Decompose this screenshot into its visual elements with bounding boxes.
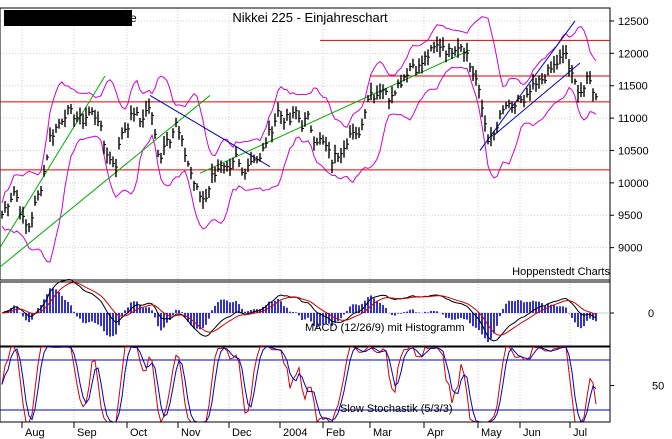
price-tick-label: 12500 xyxy=(618,16,649,28)
credit-label: Hoppenstedt Charts xyxy=(512,266,610,278)
month-label: Feb xyxy=(326,427,345,439)
stochastic-tick-label: 50 xyxy=(652,381,664,393)
month-label: May xyxy=(481,427,502,439)
month-label: Nov xyxy=(181,427,201,439)
price-frame xyxy=(0,7,611,281)
price-tick-label: 9500 xyxy=(618,210,642,222)
macd-tick-label: 0 xyxy=(648,308,654,320)
blue-trend-line xyxy=(149,94,271,168)
axis-labels: 9000 9500 10000 10500 11000 11500 12000 12500 0 5… xyxy=(0,16,664,439)
macd-signal-line xyxy=(1,282,597,336)
stochastic-d-line xyxy=(1,346,597,423)
grid-lines xyxy=(0,8,610,422)
price-tick-label: 12000 xyxy=(618,48,649,60)
trend-overlays xyxy=(0,16,610,268)
bollinger-upper-band xyxy=(1,16,597,204)
macd-line xyxy=(1,278,597,342)
month-label: Mar xyxy=(373,427,392,439)
month-label: 2004 xyxy=(283,427,307,439)
price-tick-label: 11000 xyxy=(618,113,648,125)
month-label: Apr xyxy=(427,427,444,439)
blue-trend-line xyxy=(494,62,581,135)
blue-trend-line xyxy=(479,20,576,151)
green-trend-line xyxy=(0,75,106,248)
month-label: Aug xyxy=(25,427,45,439)
green-trend-line xyxy=(0,95,211,268)
price-tick-label: 9000 xyxy=(618,243,642,255)
month-label: Jun xyxy=(523,427,541,439)
macd-panel xyxy=(0,278,610,343)
month-label: Jul xyxy=(573,427,587,439)
bollinger-lower-band xyxy=(1,66,597,263)
green-trend-line xyxy=(199,49,471,174)
stochastic-label: Slow Stochastik (5/3/3) xyxy=(340,403,453,415)
chart-title: Nikkei 225 - Einjahreschart xyxy=(232,10,388,25)
price-tick-label: 11500 xyxy=(618,81,648,93)
price-tick-label: 10500 xyxy=(618,145,649,157)
watermark-box xyxy=(4,10,132,26)
macd-label: MACD (12/26/9) mit Histogramm xyxy=(305,322,465,334)
month-label: Dec xyxy=(232,427,252,439)
watermark-text: www.buero-dr-schulz.de xyxy=(7,11,137,25)
stochastic-k-line xyxy=(1,346,597,424)
stochastic-panel xyxy=(0,346,610,424)
price-bars xyxy=(1,36,598,234)
price-tick-label: 10000 xyxy=(618,178,649,190)
month-label: Sep xyxy=(77,427,97,439)
month-label: Oct xyxy=(130,427,147,439)
